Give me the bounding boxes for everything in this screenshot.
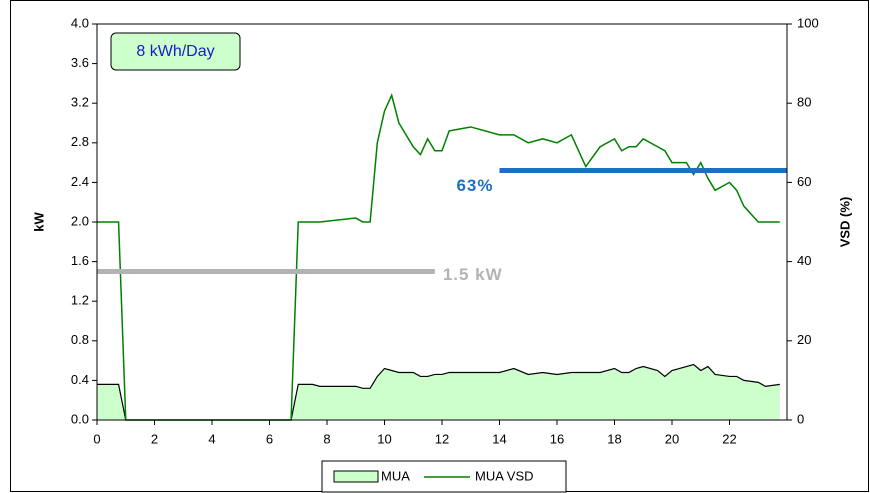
x-tick-label: 16 bbox=[550, 431, 564, 446]
x-tick-label: 4 bbox=[208, 431, 215, 446]
x-tick-label: 0 bbox=[93, 431, 100, 446]
y-tick-label: 2.4 bbox=[71, 174, 89, 189]
legend-label: MUA VSD bbox=[475, 468, 534, 483]
series-line bbox=[97, 93, 780, 421]
plot-area bbox=[97, 24, 787, 420]
legend: MUA MUA VSD bbox=[321, 460, 567, 493]
y-tick-label: 3.6 bbox=[71, 55, 89, 70]
x-tick-label: 2 bbox=[151, 431, 158, 446]
y-axis-title: kW bbox=[31, 212, 46, 232]
x-tick-label: 12 bbox=[435, 431, 449, 446]
y2-axis-title: VSD (%) bbox=[837, 197, 852, 248]
reference-label: 63% bbox=[456, 176, 493, 195]
y-tick-label: 2.0 bbox=[71, 213, 89, 228]
y2-tick-label: 60 bbox=[797, 174, 811, 189]
area-edge bbox=[97, 363, 780, 421]
y2-tick-label: 0 bbox=[797, 411, 804, 426]
reference-label: 1.5 kW bbox=[443, 265, 503, 284]
y2-tick-label: 20 bbox=[797, 332, 811, 347]
y2-tick-label: 80 bbox=[797, 95, 811, 110]
y-tick-label: 1.6 bbox=[71, 253, 89, 268]
note: 8 kWh/Day bbox=[136, 43, 214, 60]
y-tick-label: 3.2 bbox=[71, 95, 89, 110]
y2-tick-label: 40 bbox=[797, 253, 811, 268]
y-tick-label: 0.8 bbox=[71, 332, 89, 347]
y-tick-label: 0.0 bbox=[71, 411, 89, 426]
note-box bbox=[110, 32, 241, 71]
x-tick-label: 22 bbox=[722, 431, 736, 446]
legend-swatch bbox=[333, 470, 379, 483]
y-tick-label: 1.2 bbox=[71, 293, 89, 308]
y2-tick-label: 100 bbox=[797, 15, 819, 30]
x-tick-label: 14 bbox=[492, 431, 506, 446]
area-fill bbox=[97, 364, 780, 420]
x-tick-label: 20 bbox=[665, 431, 679, 446]
y-tick-label: 4.0 bbox=[71, 15, 89, 30]
y-tick-label: 2.8 bbox=[71, 134, 89, 149]
x-tick-label: 18 bbox=[607, 431, 621, 446]
x-tick-label: 8 bbox=[323, 431, 330, 446]
x-tick-label: 6 bbox=[266, 431, 273, 446]
x-tick-label: 10 bbox=[377, 431, 391, 446]
legend-label: MUA bbox=[381, 468, 410, 483]
y-tick-label: 0.4 bbox=[71, 372, 89, 387]
